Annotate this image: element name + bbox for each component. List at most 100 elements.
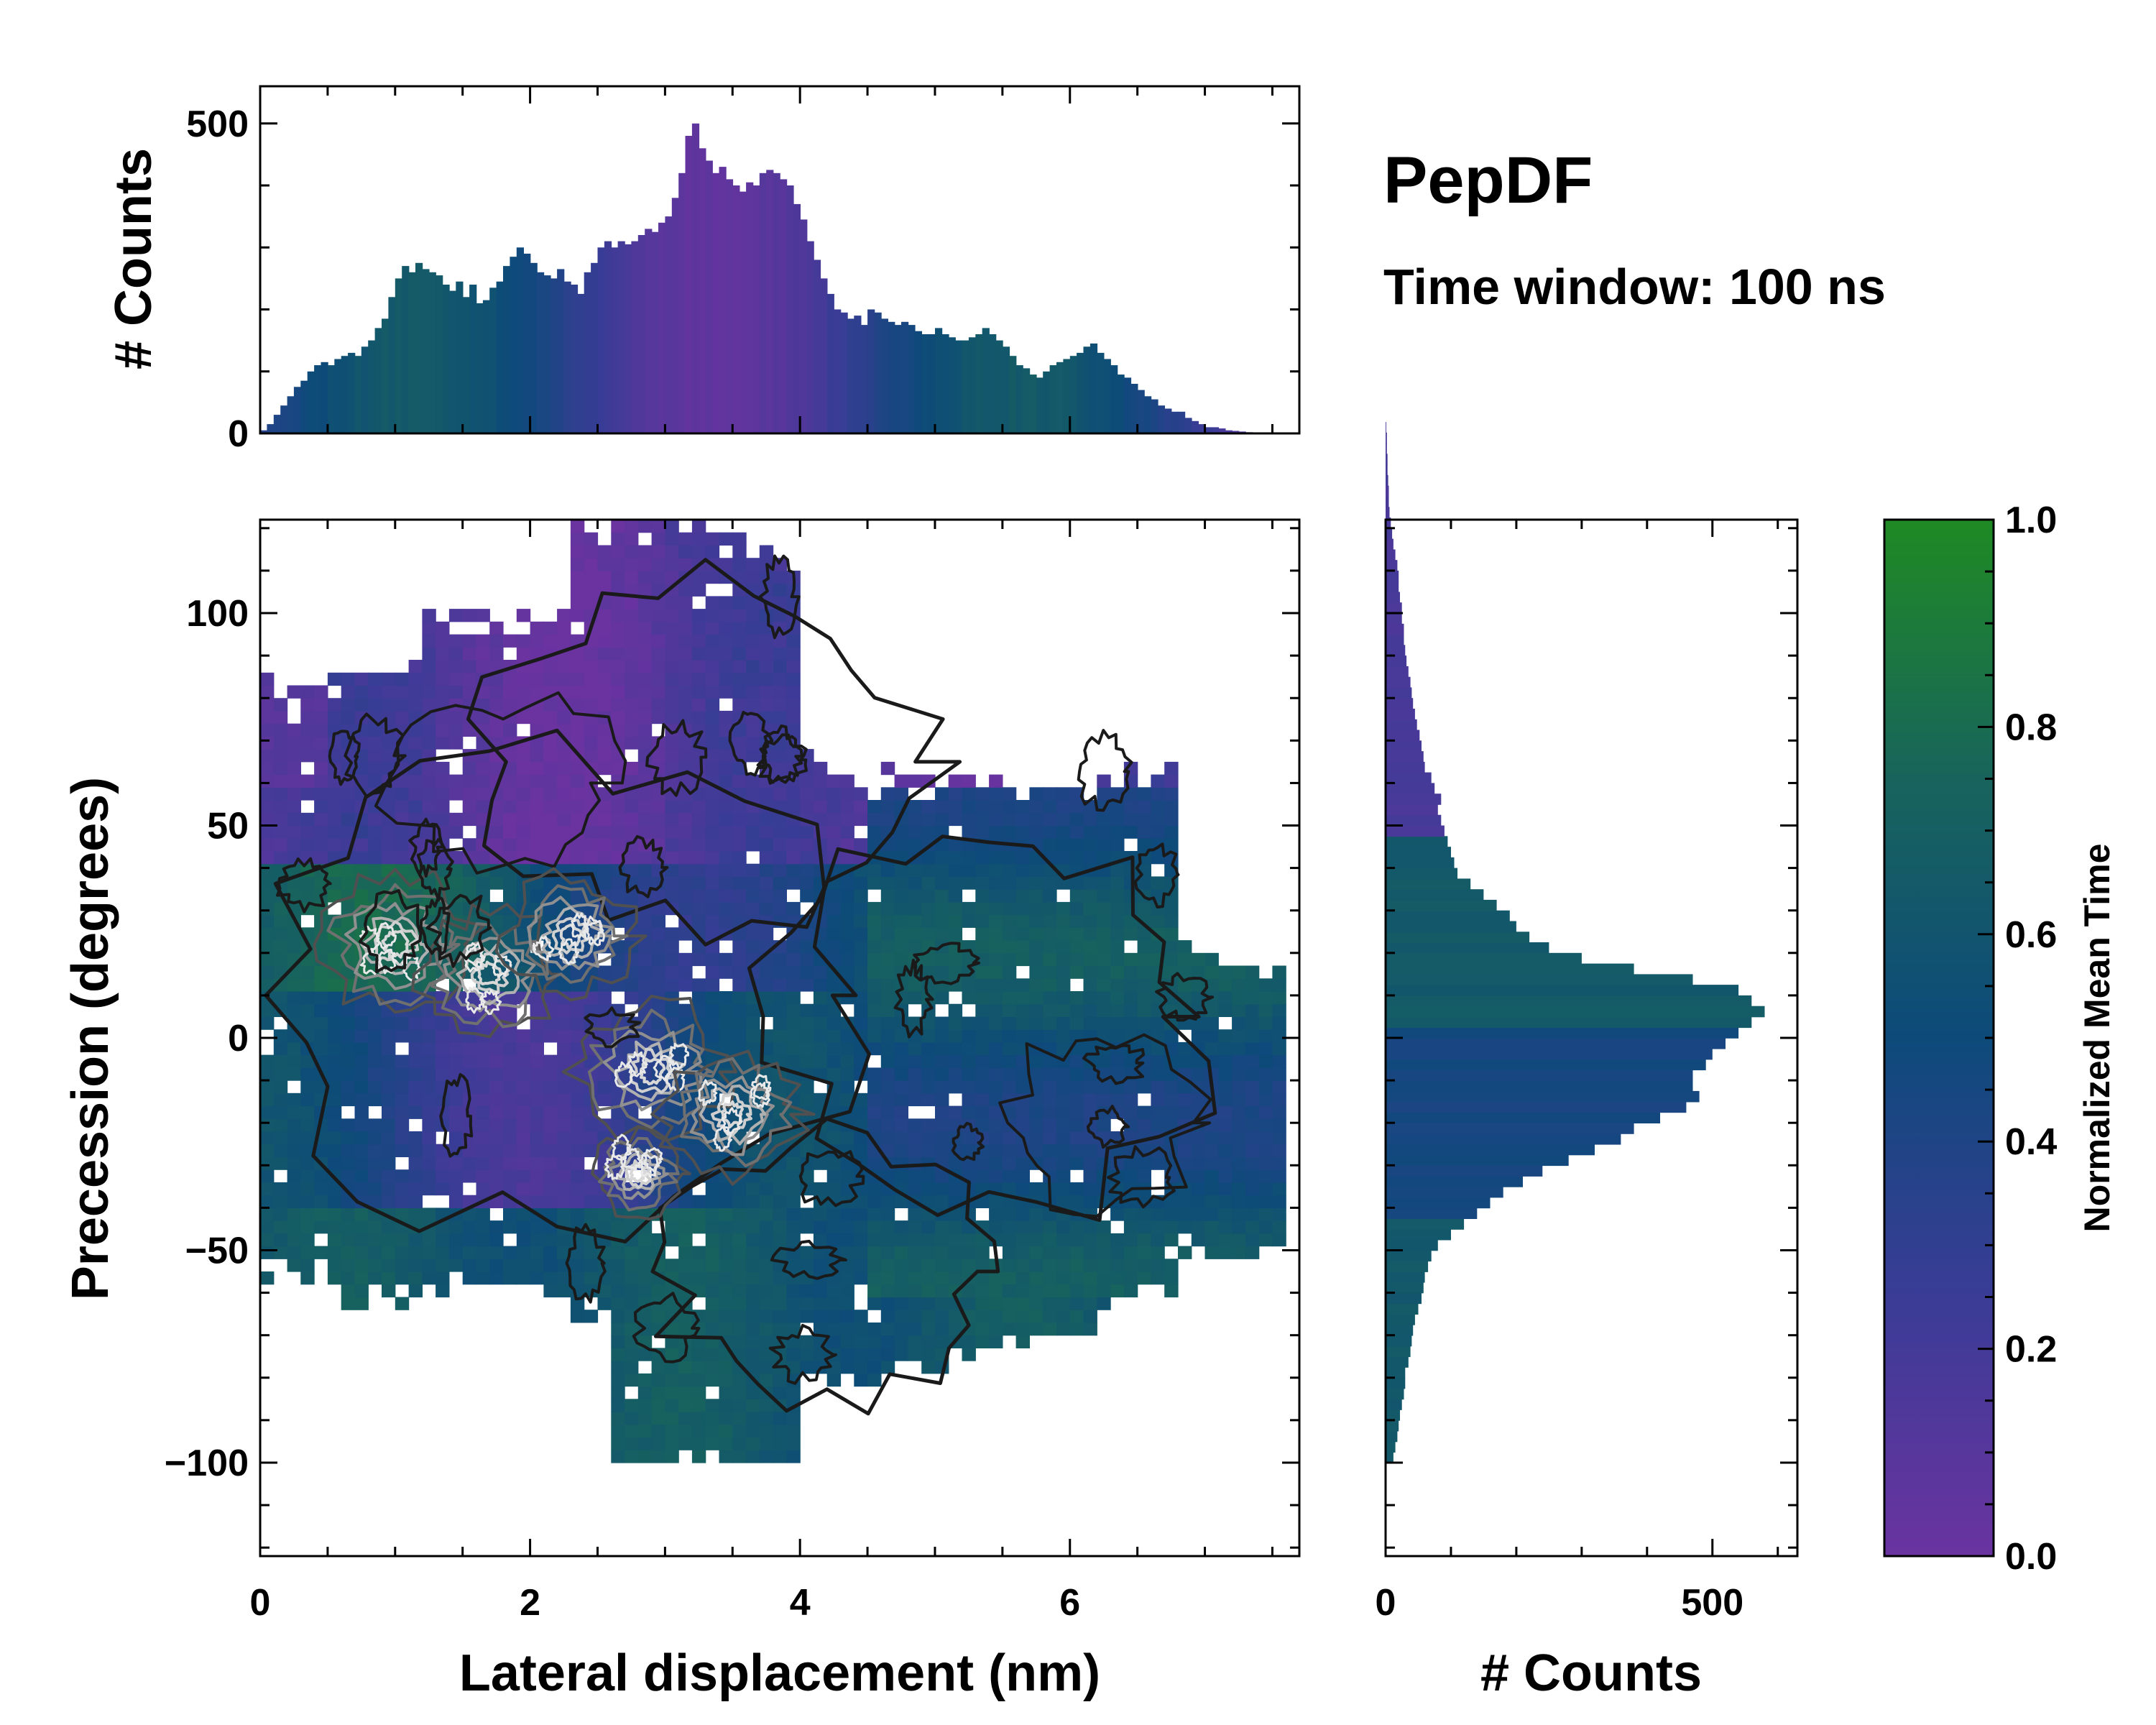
top-histogram-bar (826, 293, 834, 433)
heatmap-cell (867, 991, 882, 1005)
heatmap-cell (637, 647, 653, 661)
heatmap-cell (368, 1041, 382, 1056)
heatmap-cell (1110, 1054, 1125, 1068)
heatmap-cell (584, 710, 599, 724)
heatmap-cell (773, 889, 787, 903)
heatmap-cell (759, 647, 774, 661)
right-histogram-bar (1386, 1377, 1406, 1389)
heatmap-cell (395, 1118, 410, 1132)
heatmap-cell (773, 978, 787, 992)
heatmap-cell (273, 1208, 288, 1221)
heatmap-cell (1069, 1131, 1084, 1145)
heatmap-cell (273, 1156, 288, 1170)
heatmap-cell (1015, 927, 1030, 941)
heatmap-cell (570, 1105, 585, 1119)
heatmap-cell (503, 838, 517, 852)
contour-line (618, 834, 669, 898)
heatmap-cell (867, 927, 882, 941)
heatmap-cell (462, 609, 477, 622)
contour-line (721, 1107, 743, 1135)
heatmap-cell (786, 685, 801, 699)
heatmap-cell (1043, 1080, 1057, 1094)
heatmap-cell (637, 723, 653, 737)
heatmap-cell (1097, 774, 1111, 788)
heatmap-cell (678, 1361, 693, 1374)
heatmap-cell (962, 876, 976, 890)
heatmap-cell (880, 991, 895, 1005)
heatmap-cell (665, 685, 679, 699)
heatmap-cell (1043, 940, 1057, 954)
heatmap-cell (840, 1348, 854, 1361)
heatmap-cell (327, 1156, 342, 1170)
heatmap-cell (921, 825, 936, 839)
heatmap-cell (1218, 1080, 1233, 1094)
heatmap-cell (948, 1067, 963, 1081)
heatmap-cell (1083, 825, 1097, 839)
heatmap-cell (408, 1080, 423, 1094)
top-histogram-bar (1103, 359, 1111, 433)
heatmap-cell (989, 851, 1003, 865)
heatmap-cell (678, 1412, 693, 1425)
right-histogram-bar (1386, 751, 1424, 763)
top-histogram-bar (1198, 424, 1206, 433)
heatmap-cell (867, 952, 882, 967)
heatmap-cell (503, 1080, 517, 1094)
heatmap-cell (867, 1156, 882, 1170)
heatmap-cell (1272, 991, 1286, 1005)
heatmap-cell (382, 787, 396, 801)
heatmap-cell (880, 1144, 895, 1157)
heatmap-cell (462, 660, 477, 673)
heatmap-cell (516, 1080, 531, 1094)
heatmap-cell (1069, 1246, 1084, 1259)
top-histogram-bar (955, 340, 963, 433)
heatmap-cell (989, 1054, 1003, 1068)
heatmap-cell (436, 1259, 450, 1272)
heatmap-cell (503, 749, 517, 763)
heatmap-cell (436, 647, 450, 661)
heatmap-cell (462, 634, 477, 648)
heatmap-cell (448, 787, 464, 801)
heatmap-cell (1002, 1220, 1017, 1234)
heatmap-cell (341, 787, 356, 801)
heatmap-cell (665, 1310, 679, 1323)
heatmap-cell (408, 685, 423, 699)
heatmap-cell (1164, 800, 1179, 814)
heatmap-cell (1043, 1003, 1057, 1017)
heatmap-cell (786, 851, 801, 865)
heatmap-cell (476, 710, 490, 724)
heatmap-cell (1272, 1131, 1286, 1145)
heatmap-cell (894, 1092, 908, 1107)
heatmap-cell (1137, 927, 1151, 941)
top-histogram-bar (327, 365, 336, 433)
top-histogram-bar (436, 275, 443, 433)
heatmap-cell (625, 1284, 639, 1298)
heatmap-cell (341, 1169, 356, 1183)
heatmap-cell (813, 1003, 828, 1017)
heatmap-cell (665, 1220, 679, 1234)
heatmap-cell (327, 672, 342, 686)
heatmap-cell (854, 1105, 868, 1119)
top-histogram-bar (968, 337, 977, 433)
heatmap-cell (773, 1271, 787, 1285)
heatmap-cell (719, 1016, 733, 1030)
heatmap-cell (1069, 1105, 1084, 1119)
heatmap-cell (1272, 1144, 1286, 1157)
right-histogram-bar (1386, 1356, 1409, 1368)
right-histogram-bar (1386, 1016, 1752, 1029)
heatmap-cell (1272, 1182, 1286, 1196)
heatmap-cell (422, 1144, 436, 1157)
heatmap-cell (880, 1105, 895, 1119)
top-histogram-bar (665, 216, 673, 433)
heatmap-cell (408, 723, 423, 737)
heatmap-cell (894, 1220, 908, 1234)
heatmap-cell (1178, 1156, 1192, 1170)
heatmap-cell (611, 672, 625, 686)
heatmap-cell (489, 634, 504, 648)
heatmap-cell (705, 863, 720, 877)
heatmap-cell (746, 940, 760, 954)
heatmap-cell (584, 800, 599, 814)
heatmap-cell (948, 1233, 963, 1247)
heatmap-cell (921, 774, 936, 788)
heatmap-cell (854, 1092, 868, 1107)
heatmap-cell (719, 774, 733, 788)
